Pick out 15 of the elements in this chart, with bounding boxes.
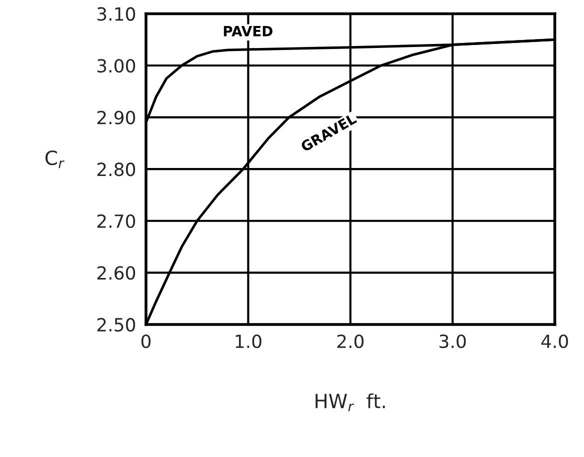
y-axis-title: C$_{r}$ bbox=[45, 150, 64, 168]
x-tick-label: 1.0 bbox=[236, 334, 262, 348]
y-tick-label: 2.70 bbox=[97, 214, 136, 228]
x-tick-label: 2.0 bbox=[337, 334, 364, 348]
y-tick-label: 2.90 bbox=[97, 110, 136, 124]
x-tick-label: 3.0 bbox=[440, 334, 466, 348]
y-tick-label: 2.50 bbox=[97, 318, 136, 332]
y-tick-label: 2.80 bbox=[97, 162, 136, 176]
y-tick-label: 2.60 bbox=[97, 266, 136, 280]
x-tick-label: 4.0 bbox=[541, 334, 568, 348]
series-label: PAVED bbox=[224, 26, 272, 36]
x-axis-title: HW$_{r}$ ft. bbox=[316, 393, 385, 412]
x-tick-label: 0 bbox=[141, 334, 151, 348]
y-tick-label: 3.00 bbox=[97, 58, 136, 73]
y-tick-label: 3.10 bbox=[97, 7, 136, 21]
